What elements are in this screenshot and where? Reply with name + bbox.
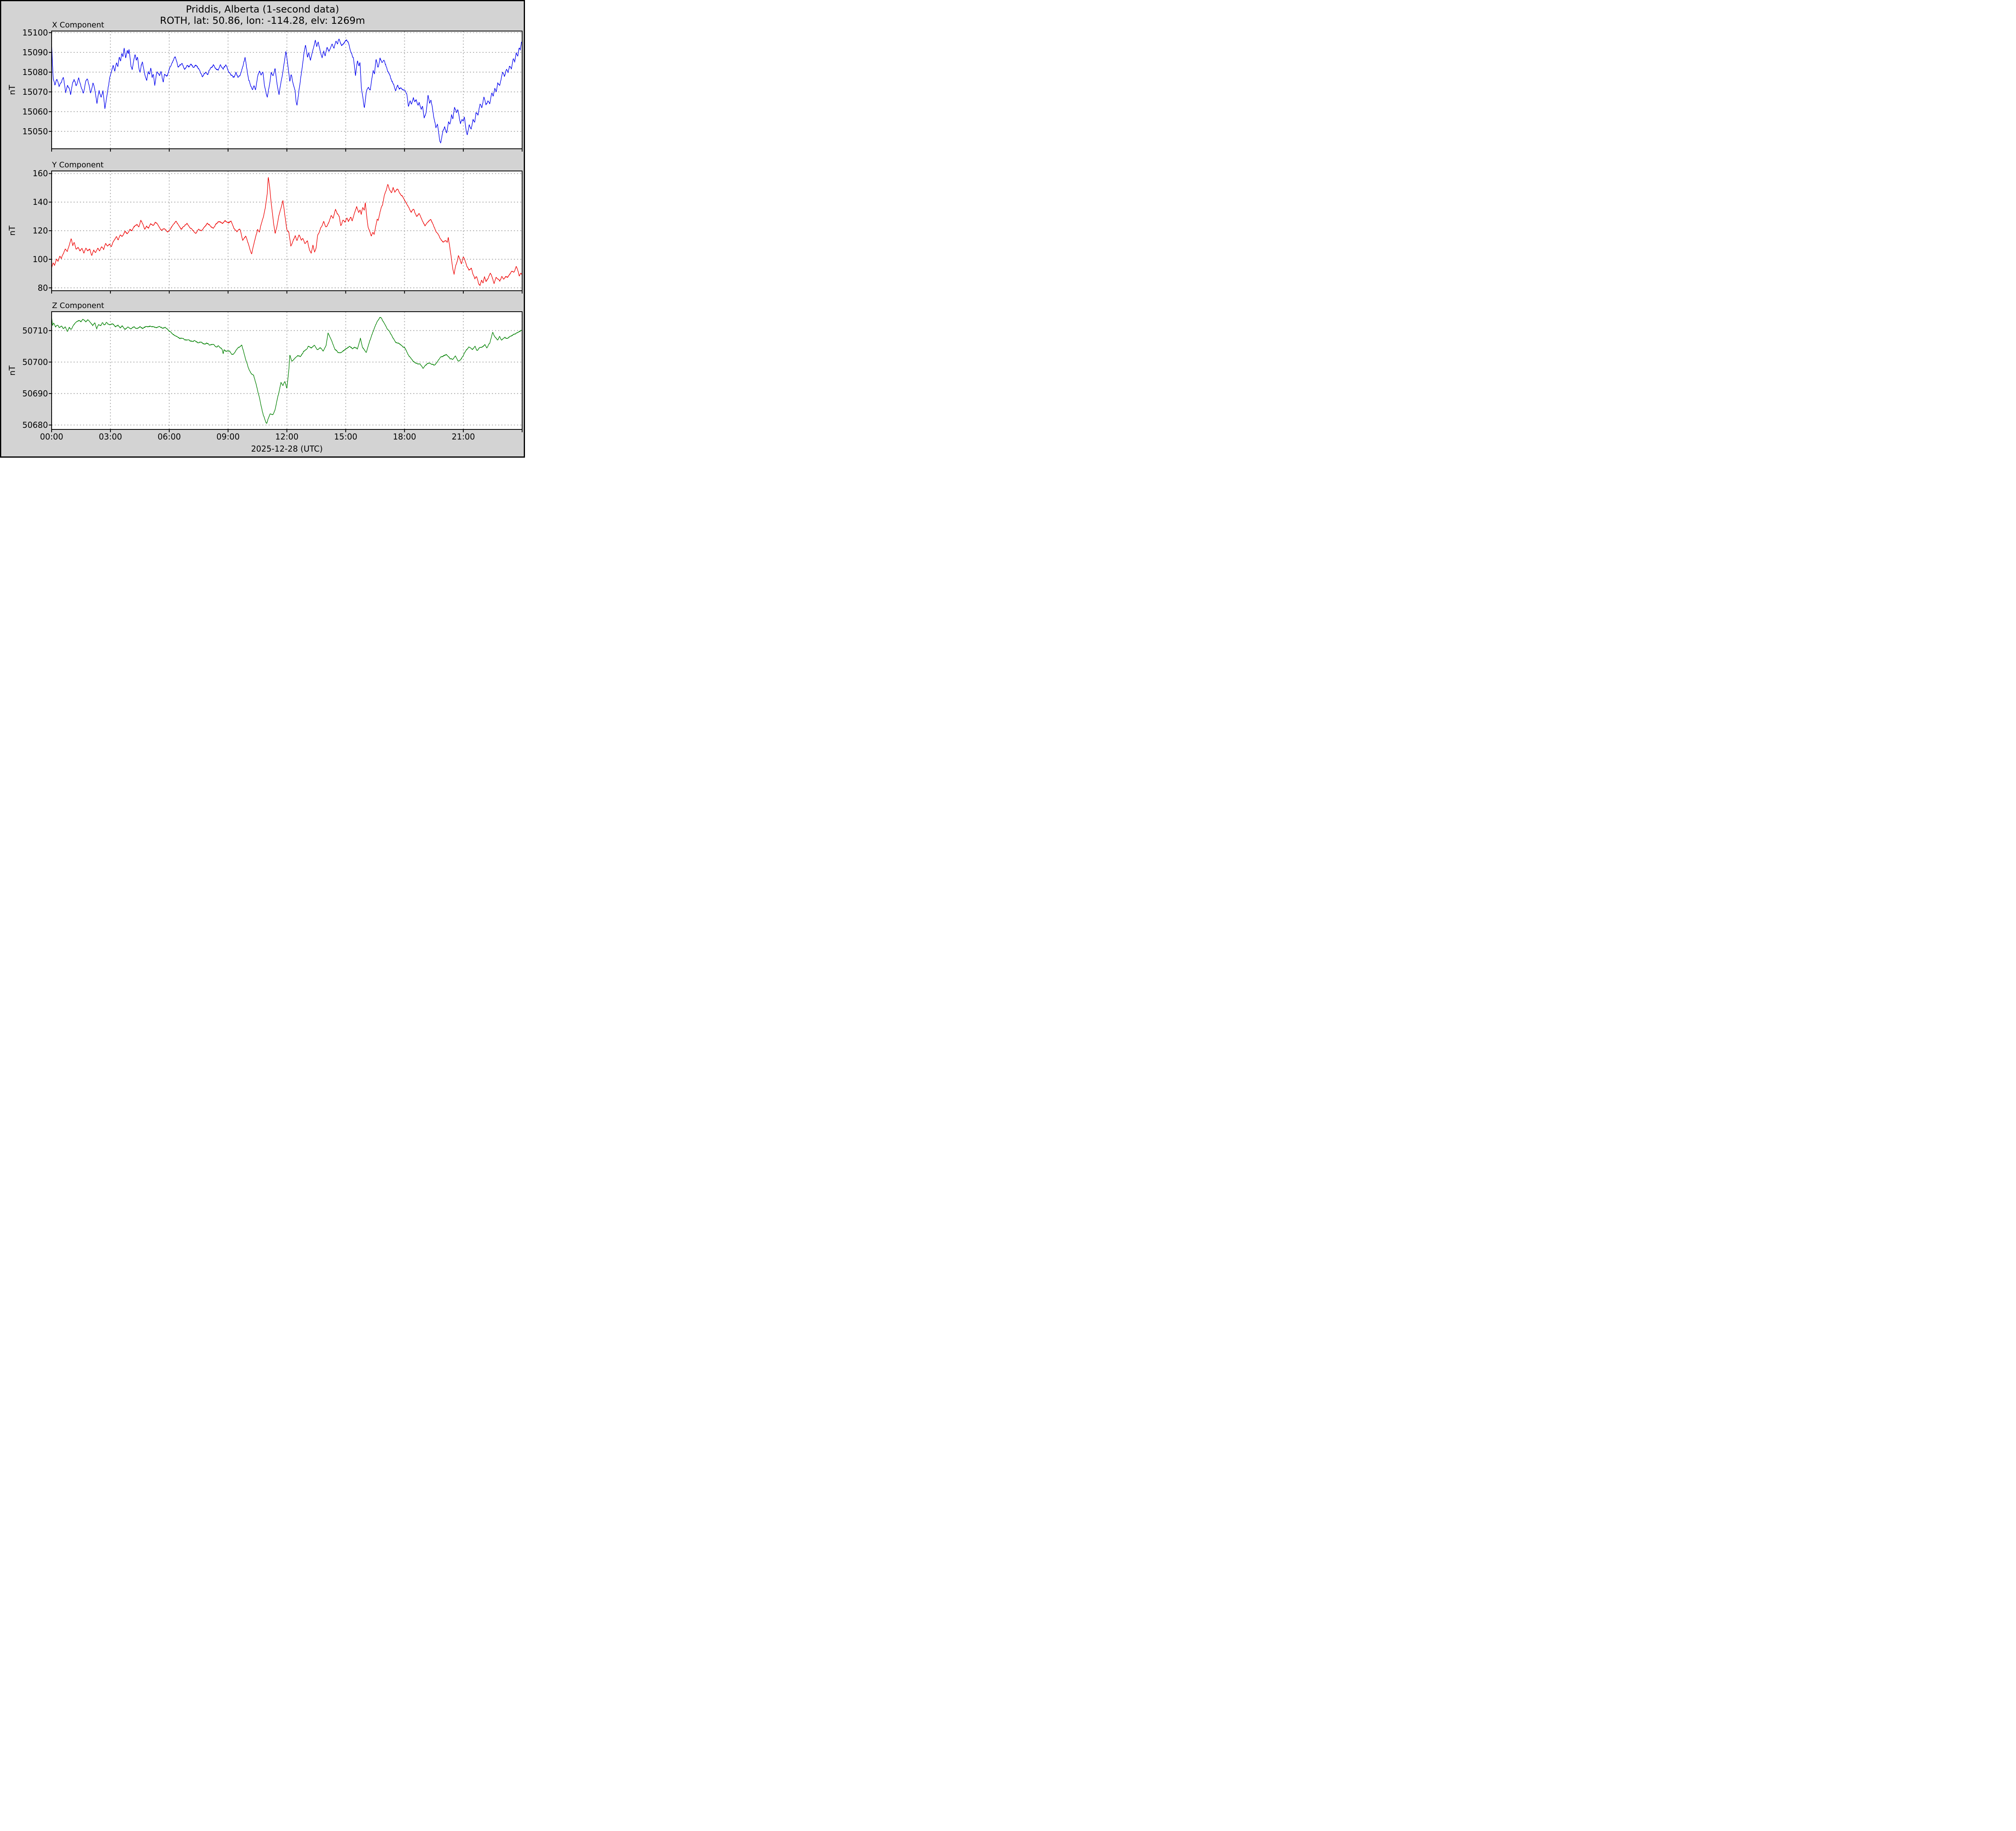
y-component-ytick-label: 160 <box>32 169 48 179</box>
xtick-label-0900: 09:00 <box>216 432 240 442</box>
xtick-label-0300: 03:00 <box>99 432 122 442</box>
xtick-label-1500: 15:00 <box>334 432 358 442</box>
z-component-ytick-label: 50700 <box>22 357 48 367</box>
y-component-ytick-label: 100 <box>32 254 48 265</box>
x-component-ytick-label: 15060 <box>22 106 48 117</box>
z-component-ytick-label: 50680 <box>22 420 48 430</box>
xtick-label-2100: 21:00 <box>452 432 475 442</box>
y-component-ytick-label: 140 <box>32 197 48 207</box>
plots-canvas <box>49 31 523 432</box>
xtick-label-0000: 00:00 <box>40 432 63 442</box>
figure-title-line2: ROTH, lat: 50.86, lon: -114.28, elv: 126… <box>160 15 365 26</box>
x-component-ytick-label: 15090 <box>22 47 48 57</box>
xtick-label-1800: 18:00 <box>393 432 417 442</box>
z-component-ytick-label: 50710 <box>22 325 48 335</box>
y-component-ytick-label: 120 <box>32 226 48 236</box>
figure-title-line1: Priddis, Alberta (1-second data) <box>185 4 339 15</box>
x-component-ytick-label: 15070 <box>22 87 48 97</box>
figure-title: Priddis, Alberta (1-second data) ROTH, l… <box>1 4 524 26</box>
xtick-label-0600: 06:00 <box>157 432 181 442</box>
y-component-ytick-label: 80 <box>37 283 48 293</box>
x-component-title: X Component <box>52 21 104 29</box>
x-component-ytick-label: 15080 <box>22 67 48 77</box>
z-component-ylabel: nT <box>7 365 17 376</box>
z-component-ytick-label: 50690 <box>22 388 48 398</box>
x-component-ytick-label: 15050 <box>22 126 48 136</box>
y-component-title: Y Component <box>52 160 104 169</box>
x-component-ytick-label: 15100 <box>22 27 48 37</box>
xtick-label-1200: 12:00 <box>275 432 299 442</box>
z-component-title: Z Component <box>52 301 104 310</box>
x-axis-date-label: 2025-12-28 (UTC) <box>251 444 323 454</box>
magnetometer-figure: Priddis, Alberta (1-second data) ROTH, l… <box>0 0 525 458</box>
